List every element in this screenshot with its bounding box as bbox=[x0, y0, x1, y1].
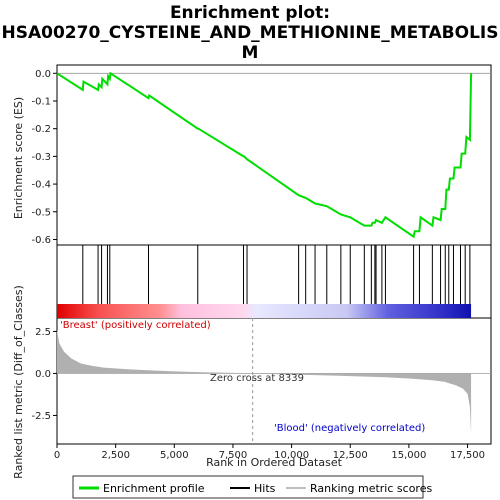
zero-cross-label: Zero cross at 8339 bbox=[210, 373, 304, 384]
legend-profile-label: Enrichment profile bbox=[103, 482, 205, 495]
es-y-tick-label: -0.3 bbox=[31, 152, 51, 163]
metric-y-axis-label: Ranked list metric (Diff_of_Classes) bbox=[12, 285, 25, 479]
chart-title-line-1: Enrichment plot: bbox=[170, 3, 330, 23]
es-y-axis-label: Enrichment score (ES) bbox=[12, 97, 25, 219]
x-tick-label: 5,000 bbox=[160, 450, 189, 461]
es-y-tick-label: -0.1 bbox=[31, 97, 51, 108]
legend-metric-label: Ranking metric scores bbox=[310, 482, 432, 495]
es-y-tick-label: -0.2 bbox=[31, 124, 51, 135]
es-panel-frame bbox=[57, 65, 491, 245]
chart-title-line-2: HSA00270_CYSTEINE_AND_METHIONINE_METABOL… bbox=[2, 23, 499, 43]
x-axis-label: Rank in Ordered Dataset bbox=[206, 456, 343, 469]
legend-hits-label: Hits bbox=[254, 482, 276, 495]
metric-y-tick-label: 2.5 bbox=[35, 327, 51, 338]
legend: Enrichment profile Hits Ranking metric s… bbox=[73, 476, 432, 498]
metric-y-tick-label: 0.0 bbox=[35, 369, 51, 380]
es-y-tick-label: -0.4 bbox=[31, 180, 51, 191]
chart-title-line-3: M bbox=[242, 43, 259, 63]
es-y-tick-label: 0.0 bbox=[35, 69, 51, 80]
es-y-tick-label: -0.5 bbox=[31, 207, 51, 218]
x-tick-label: 17,500 bbox=[450, 450, 485, 461]
x-tick-label: 15,000 bbox=[391, 450, 426, 461]
x-tick-label: 2,500 bbox=[101, 450, 130, 461]
metric-y-axis-ticks: 2.5 0.0 -2.5 bbox=[31, 327, 57, 422]
negative-correlation-label: 'Blood' (negatively correlated) bbox=[274, 423, 425, 434]
es-y-tick-label: -0.6 bbox=[31, 235, 51, 246]
positive-correlation-label: 'Breast' (positively correlated) bbox=[60, 320, 211, 331]
rank-colorbar bbox=[57, 304, 471, 318]
es-y-axis-ticks: 0.0 -0.1 -0.2 -0.3 -0.4 -0.5 -0.6 bbox=[31, 69, 57, 246]
metric-y-tick-label: -2.5 bbox=[31, 411, 51, 422]
x-tick-label: 0 bbox=[54, 450, 60, 461]
